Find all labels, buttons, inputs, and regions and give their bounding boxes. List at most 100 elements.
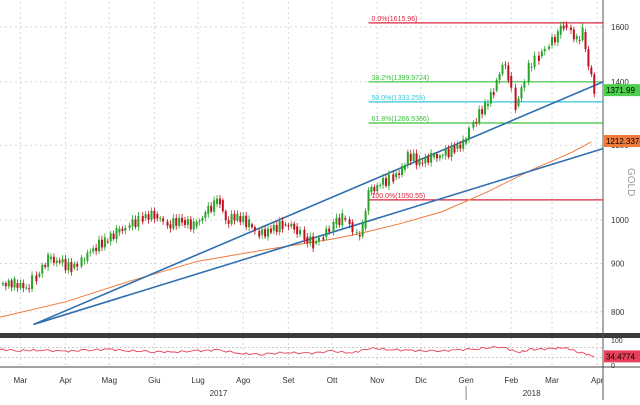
- x-tick-label: Lug: [191, 376, 204, 385]
- candle-body: [430, 152, 433, 163]
- fib-level-label: 38.2%(1399.9724): [372, 75, 430, 82]
- candle-body: [38, 273, 41, 277]
- candle-body: [392, 174, 395, 182]
- candle-body: [384, 178, 387, 186]
- candle-body: [344, 218, 347, 220]
- candle-body: [64, 259, 67, 271]
- candle-body: [55, 260, 58, 263]
- indicator-tick-label: 0: [611, 363, 615, 370]
- x-tick-label: Giu: [148, 376, 160, 385]
- candle-body: [559, 25, 562, 35]
- candle-body: [218, 198, 221, 205]
- candle-body: [207, 205, 210, 215]
- candle-body: [287, 225, 290, 227]
- candle-body: [103, 237, 106, 248]
- candle-body: [510, 75, 513, 88]
- candle-body: [22, 283, 25, 289]
- candle-body: [112, 233, 115, 239]
- candle-body: [376, 185, 379, 192]
- candle-body: [121, 228, 124, 231]
- candle-body: [109, 233, 112, 242]
- candle-body: [364, 211, 367, 229]
- candle-body: [245, 215, 248, 228]
- candle-body: [159, 218, 162, 220]
- candle-body: [468, 127, 470, 139]
- candle-body: [250, 224, 253, 228]
- candle-body: [4, 283, 7, 287]
- candle-body: [236, 213, 239, 221]
- candle-body: [248, 219, 251, 228]
- candle-body: [427, 157, 430, 163]
- candle-body: [317, 237, 320, 242]
- candle-body: [565, 24, 568, 28]
- indicator-tag-label: 34.4774: [606, 352, 635, 361]
- candle-body: [204, 212, 207, 218]
- candle-body: [281, 220, 284, 230]
- candle-body: [373, 186, 376, 192]
- candle-body: [492, 92, 495, 96]
- x-tick-label: Apr: [591, 376, 604, 385]
- trendline: [33, 81, 604, 326]
- candle-body: [178, 217, 181, 226]
- candle-body: [489, 92, 492, 104]
- x-tick-label: Mag: [101, 376, 117, 385]
- candle-body: [227, 220, 230, 224]
- candle-body: [296, 226, 299, 235]
- candle-body: [73, 263, 76, 269]
- candle-body: [13, 278, 16, 288]
- candle-body: [192, 221, 195, 230]
- x-tick-label: Apr: [59, 376, 72, 385]
- candle-body: [278, 220, 281, 233]
- candle-body: [328, 228, 331, 232]
- value-tag-label: 1371.99: [606, 86, 635, 95]
- y-tick-label: 1600: [611, 23, 629, 32]
- candle-body: [106, 241, 109, 243]
- y-tick-label: 800: [611, 308, 625, 317]
- candle-body: [593, 74, 596, 94]
- instrument-label: GOLD: [625, 168, 636, 196]
- candle-body: [95, 247, 98, 252]
- candle-body: [537, 55, 540, 61]
- year-label: 2017: [210, 389, 228, 398]
- candle-body: [100, 239, 103, 248]
- candle-body: [462, 139, 465, 149]
- candle-body: [67, 262, 70, 271]
- candle-body: [181, 217, 184, 223]
- candle-body: [501, 64, 504, 75]
- candle-body: [418, 158, 421, 166]
- candle-body: [92, 248, 95, 252]
- candle-body: [575, 36, 578, 40]
- candle-body: [98, 239, 101, 252]
- candle-body: [530, 67, 533, 68]
- candle-body: [475, 121, 478, 123]
- indicator-tag-box: [604, 350, 640, 363]
- candle-body: [35, 275, 38, 282]
- candle-body: [406, 151, 409, 165]
- candle-body: [332, 221, 335, 232]
- x-tick-label: Ott: [327, 376, 338, 385]
- candle-body: [355, 231, 358, 233]
- candle-body: [478, 109, 481, 123]
- indicator-line: [0, 345, 595, 357]
- candle-body: [7, 280, 10, 287]
- candle-body: [540, 51, 543, 57]
- candle-body: [578, 39, 581, 41]
- candle-body: [514, 87, 517, 110]
- x-tick-label: Set: [282, 376, 295, 385]
- panel-separator: [0, 333, 640, 338]
- candle-body: [172, 218, 175, 229]
- candle-body: [484, 102, 487, 115]
- candle-body: [486, 103, 489, 107]
- candle-body: [504, 64, 507, 66]
- candle-body: [210, 205, 213, 212]
- candle-body: [562, 25, 565, 29]
- candle-body: [147, 214, 150, 220]
- candle-body: [581, 27, 584, 41]
- candle-body: [131, 219, 134, 227]
- fib-level-label: 50.0%(1333.255): [372, 95, 426, 102]
- candle-body: [450, 145, 453, 157]
- candle-body: [361, 223, 364, 237]
- candle-body: [242, 215, 245, 222]
- candle-body: [527, 63, 530, 83]
- candle-body: [124, 227, 127, 231]
